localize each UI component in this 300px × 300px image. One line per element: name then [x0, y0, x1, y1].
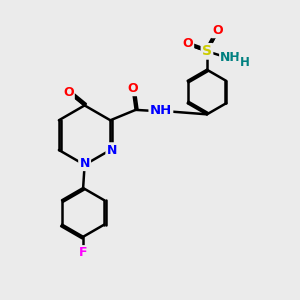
Text: N: N — [106, 143, 117, 157]
Text: O: O — [212, 24, 223, 37]
Text: O: O — [63, 85, 74, 98]
Text: N: N — [80, 157, 90, 170]
Text: O: O — [127, 82, 138, 95]
Text: NH: NH — [220, 51, 241, 64]
Text: O: O — [182, 38, 193, 50]
Text: H: H — [240, 56, 250, 69]
Text: F: F — [79, 246, 87, 259]
Text: S: S — [202, 44, 212, 58]
Text: NH: NH — [150, 104, 172, 117]
